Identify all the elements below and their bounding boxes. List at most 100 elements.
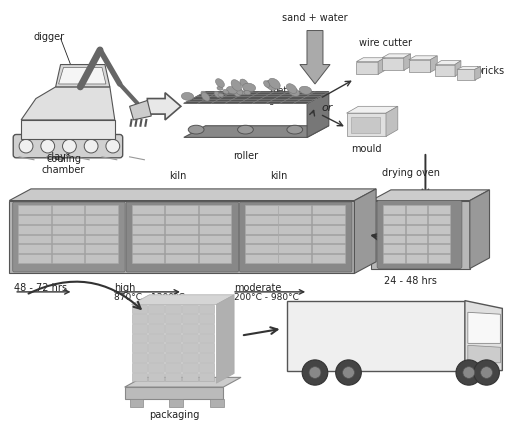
Polygon shape <box>148 305 164 313</box>
Ellipse shape <box>181 92 194 100</box>
Polygon shape <box>383 254 404 263</box>
Polygon shape <box>307 92 329 138</box>
Polygon shape <box>383 225 404 234</box>
Polygon shape <box>165 206 198 214</box>
Polygon shape <box>18 215 51 224</box>
Polygon shape <box>354 189 376 273</box>
Ellipse shape <box>264 81 270 87</box>
Polygon shape <box>347 106 398 113</box>
Polygon shape <box>148 373 164 381</box>
Ellipse shape <box>265 80 277 90</box>
Polygon shape <box>182 334 198 342</box>
FancyArrowPatch shape <box>29 281 141 309</box>
Polygon shape <box>210 399 224 406</box>
Ellipse shape <box>244 87 249 93</box>
Polygon shape <box>429 215 450 224</box>
Polygon shape <box>52 254 84 263</box>
Polygon shape <box>383 215 404 224</box>
Polygon shape <box>199 305 215 313</box>
Polygon shape <box>85 225 118 234</box>
Polygon shape <box>245 235 278 243</box>
Polygon shape <box>406 235 428 243</box>
Text: 48 - 72 hrs: 48 - 72 hrs <box>14 283 67 293</box>
Text: kiln: kiln <box>169 171 186 181</box>
Polygon shape <box>184 126 329 138</box>
Polygon shape <box>124 387 223 399</box>
Polygon shape <box>435 65 455 76</box>
Text: 870°C - 1300°C: 870°C - 1300°C <box>114 293 184 302</box>
Polygon shape <box>184 92 329 103</box>
Polygon shape <box>382 58 404 70</box>
Polygon shape <box>435 61 461 65</box>
Polygon shape <box>409 60 431 72</box>
Polygon shape <box>199 215 231 224</box>
Polygon shape <box>165 314 181 323</box>
Ellipse shape <box>232 88 240 97</box>
Ellipse shape <box>289 88 300 96</box>
Polygon shape <box>130 100 151 120</box>
Polygon shape <box>199 353 215 362</box>
Polygon shape <box>429 244 450 253</box>
Polygon shape <box>312 206 345 214</box>
Polygon shape <box>9 200 354 273</box>
Polygon shape <box>132 235 164 243</box>
Ellipse shape <box>244 90 251 95</box>
Circle shape <box>481 367 493 379</box>
Polygon shape <box>18 206 51 214</box>
Polygon shape <box>199 235 231 243</box>
Text: mould: mould <box>351 144 381 154</box>
Polygon shape <box>165 334 181 342</box>
Polygon shape <box>52 215 84 224</box>
Ellipse shape <box>241 91 246 95</box>
Polygon shape <box>245 244 278 253</box>
Polygon shape <box>429 206 450 214</box>
Ellipse shape <box>238 125 253 134</box>
Polygon shape <box>351 117 380 133</box>
Polygon shape <box>406 254 428 263</box>
Polygon shape <box>148 353 164 362</box>
Polygon shape <box>9 189 376 200</box>
Polygon shape <box>199 363 215 371</box>
Polygon shape <box>182 305 198 313</box>
Polygon shape <box>199 225 231 234</box>
Polygon shape <box>199 314 215 323</box>
Polygon shape <box>406 206 428 214</box>
Polygon shape <box>132 314 147 323</box>
Circle shape <box>456 360 482 385</box>
Polygon shape <box>132 215 164 224</box>
Polygon shape <box>132 324 147 333</box>
Circle shape <box>309 367 321 379</box>
Polygon shape <box>429 254 450 263</box>
Polygon shape <box>148 334 164 342</box>
Text: bricks: bricks <box>475 66 504 76</box>
Polygon shape <box>383 244 404 253</box>
Polygon shape <box>85 254 118 263</box>
Polygon shape <box>404 54 411 70</box>
Polygon shape <box>165 344 181 352</box>
Polygon shape <box>165 215 198 224</box>
Text: wire cutter: wire cutter <box>359 38 413 48</box>
FancyBboxPatch shape <box>13 135 123 158</box>
Ellipse shape <box>217 87 223 90</box>
Ellipse shape <box>216 78 224 87</box>
Polygon shape <box>52 235 84 243</box>
Circle shape <box>41 139 55 153</box>
Polygon shape <box>245 225 278 234</box>
Ellipse shape <box>231 80 242 91</box>
Polygon shape <box>182 344 198 352</box>
Polygon shape <box>245 215 278 224</box>
Polygon shape <box>18 235 51 243</box>
Polygon shape <box>85 215 118 224</box>
Polygon shape <box>132 344 147 352</box>
Polygon shape <box>468 345 500 363</box>
Polygon shape <box>165 363 181 371</box>
Polygon shape <box>130 399 143 406</box>
Text: drying oven: drying oven <box>381 168 440 178</box>
Polygon shape <box>165 254 198 263</box>
Ellipse shape <box>223 89 229 94</box>
Polygon shape <box>124 377 241 387</box>
Text: metal
grid: metal grid <box>269 86 295 106</box>
Polygon shape <box>470 190 489 268</box>
Ellipse shape <box>240 79 248 87</box>
Polygon shape <box>300 30 330 84</box>
